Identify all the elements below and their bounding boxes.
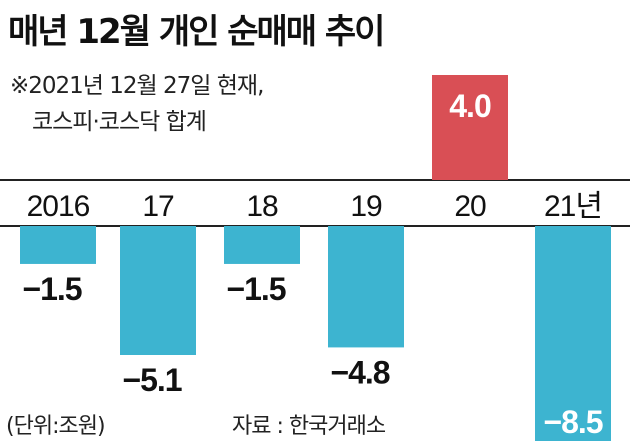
bar-5 [535,226,611,441]
chart-title: 매년 12월 개인 순매매 추이 [8,12,385,52]
bar-0 [20,226,96,264]
value-label-1: −5.1 [122,362,181,398]
category-label-2: 18 [246,190,278,223]
bar-4 [432,75,508,180]
value-label-4: 4.0 [449,88,491,124]
source-label: 자료 : 한국거래소 [232,414,386,439]
value-label-3: −4.8 [330,354,389,390]
value-label-2: −1.5 [226,271,285,307]
bar-2 [224,226,300,264]
bar-1 [120,226,196,355]
bar-3 [328,226,404,348]
category-label-0: 2016 [27,190,90,223]
category-label-3: 19 [350,190,382,223]
chart-note: ※2021년 12월 27일 현재, 코스피·코스닥 합계 [10,68,264,140]
category-label-4: 20 [454,190,486,223]
category-label-5: 21년 [544,190,602,223]
value-label-5: −8.5 [543,404,602,440]
category-label-1: 17 [142,190,174,223]
value-label-0: −1.5 [22,271,81,307]
note-date: ※2021년 12월 27일 현재, [10,73,264,99]
unit-label: (단위:조원) [6,414,106,439]
note-scope: 코스피·코스닥 합계 [32,109,207,135]
